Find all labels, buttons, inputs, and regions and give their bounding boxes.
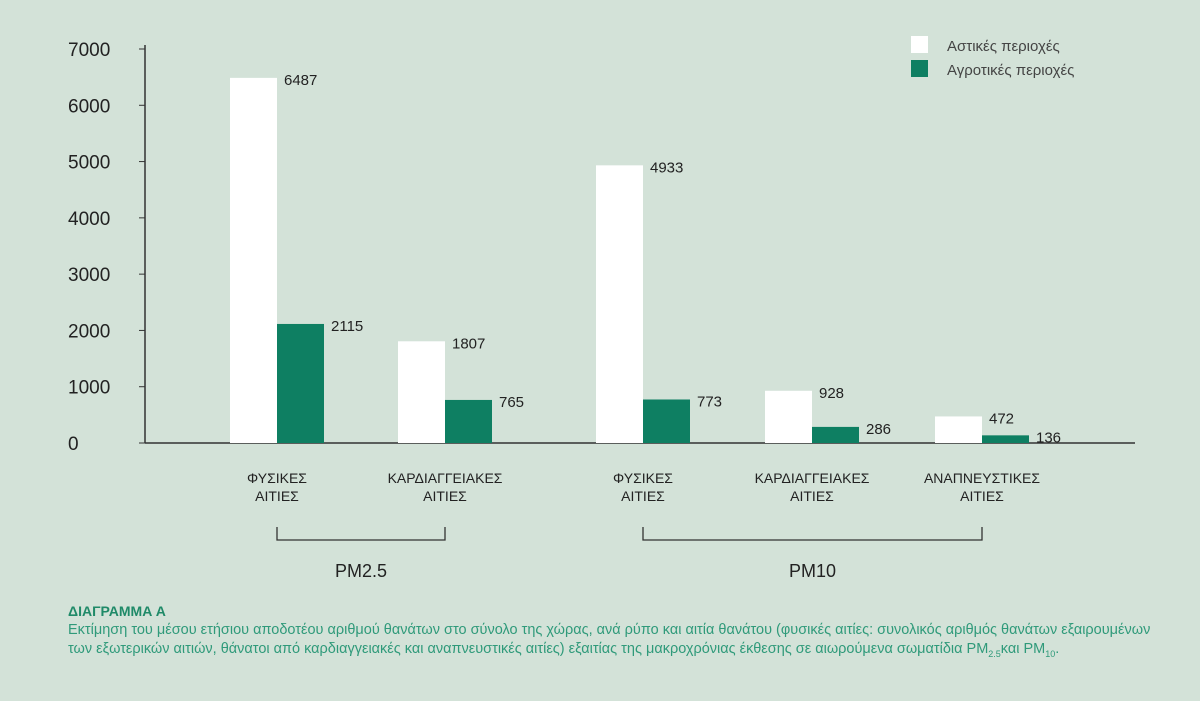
x-tick-label: ΦΥΣΙΚΕΣ: [613, 470, 673, 486]
bar: [230, 77, 277, 443]
y-tick-label: 2000: [68, 321, 110, 342]
data-label: 6487: [284, 72, 317, 89]
x-tick-label: ΑΙΤΙΕΣ: [960, 488, 1004, 504]
data-label: 2115: [331, 318, 363, 335]
caption: ΔΙΑΓΡΑΜΜΑ Α Εκτίμηση του μέσου ετήσιου α…: [68, 602, 1178, 664]
caption-text: Εκτίμηση του μέσου ετήσιου αποδοτέου αρι…: [68, 622, 1151, 659]
group-bracket: [276, 527, 446, 541]
x-tick-label: ΑΙΤΙΕΣ: [255, 488, 299, 504]
y-tick-label: 1000: [68, 378, 110, 399]
bar: [277, 323, 324, 443]
y-tick-label: 3000: [68, 265, 110, 286]
bar-chart: 0 1000 2000 3000 4000 5000 6000 7000 6487 1807 493…: [68, 36, 1135, 581]
y-tick-label: 6000: [68, 96, 110, 117]
x-tick-label: ΑΙΤΙΕΣ: [790, 488, 834, 504]
y-tick-label: 0: [68, 434, 79, 455]
caption-title: ΔΙΑΓΡΑΜΜΑ Α: [68, 603, 166, 619]
data-label: 472: [989, 410, 1014, 427]
legend-swatch: [911, 60, 928, 77]
data-label: 928: [819, 385, 844, 402]
bar: [596, 165, 643, 443]
bar: [935, 416, 982, 443]
data-label: 136: [1036, 429, 1061, 446]
bar: [982, 435, 1029, 443]
group-bracket: [642, 527, 983, 541]
group-label: PM2.5: [335, 561, 387, 581]
legend-label: Αστικές περιοχές: [947, 38, 1060, 55]
bar: [445, 399, 492, 443]
data-label: 286: [866, 421, 891, 438]
data-label: 765: [499, 394, 524, 411]
data-label: 4933: [650, 159, 683, 176]
data-label: 1807: [452, 335, 485, 352]
bar: [812, 426, 859, 443]
y-tick-label: 7000: [68, 40, 110, 61]
y-tick-label: 5000: [68, 153, 110, 174]
x-tick-label: ΚΑΡΔΙΑΓΓΕΙΑΚΕΣ: [388, 470, 503, 486]
legend-swatch: [911, 36, 928, 53]
bar: [398, 341, 445, 443]
x-tick-label: ΚΑΡΔΙΑΓΓΕΙΑΚΕΣ: [755, 470, 870, 486]
data-label: 773: [697, 393, 722, 410]
legend-label: Αγροτικές περιοχές: [947, 62, 1074, 79]
bar: [643, 399, 690, 443]
group-label: PM10: [789, 561, 836, 581]
x-tick-label: ΑΙΤΙΕΣ: [621, 488, 665, 504]
bar: [765, 390, 812, 443]
y-tick-label: 4000: [68, 209, 110, 230]
x-tick-label: ΦΥΣΙΚΕΣ: [247, 470, 307, 486]
x-tick-label: ΑΝΑΠΝΕΥΣΤΙΚΕΣ: [924, 470, 1040, 486]
x-tick-label: ΑΙΤΙΕΣ: [423, 488, 467, 504]
